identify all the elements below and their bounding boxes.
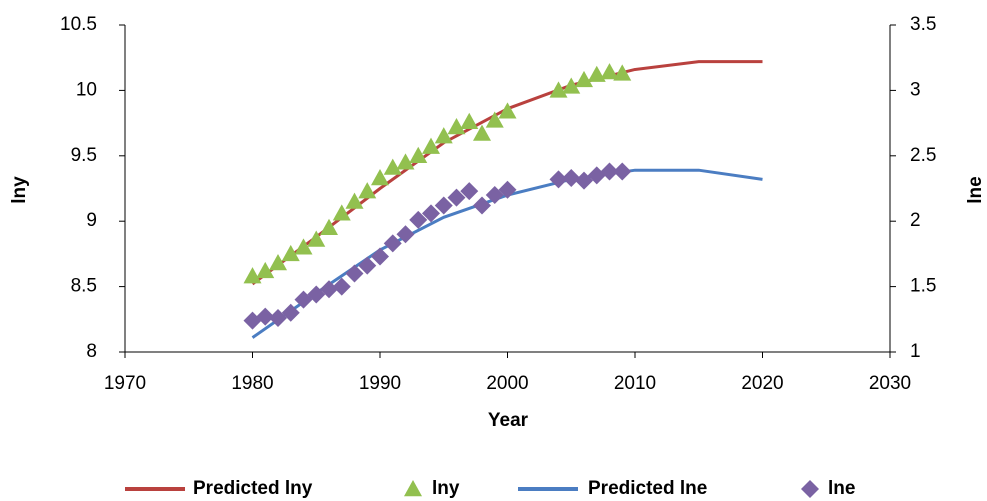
marker (587, 65, 606, 82)
x-tick-label: 2020 (741, 373, 783, 394)
marker (447, 118, 466, 135)
marker (396, 225, 415, 244)
marker (243, 267, 262, 284)
marker (332, 277, 351, 296)
y2-tick-label: 1 (910, 341, 921, 362)
marker (281, 303, 300, 322)
legend-key (801, 480, 819, 498)
marker (307, 230, 326, 247)
legend-label: Predicted lny (193, 478, 313, 499)
marker (409, 210, 428, 229)
marker (613, 64, 632, 81)
marker (371, 247, 389, 266)
marker (256, 261, 275, 279)
marker (409, 146, 428, 163)
marker (562, 77, 581, 94)
marker (473, 196, 491, 215)
marker (269, 254, 287, 271)
y2-tick-label: 3 (910, 79, 921, 100)
x-tick-label: 1980 (231, 373, 273, 394)
x-tick-label: 2030 (869, 373, 911, 394)
y2-tick-label: 1.5 (910, 276, 936, 297)
y-tick-label: 8.5 (71, 276, 97, 297)
x-tick-label: 1970 (104, 373, 146, 394)
marker (294, 238, 313, 255)
marker (345, 264, 364, 283)
marker (473, 124, 491, 141)
marker (422, 204, 440, 223)
legend-label: Predicted lne (588, 478, 707, 499)
marker (575, 70, 593, 88)
marker (498, 102, 517, 119)
legend-key (404, 480, 422, 497)
marker (358, 182, 377, 199)
marker (320, 218, 338, 235)
marker (600, 162, 619, 181)
marker (358, 256, 377, 275)
marker (422, 137, 440, 154)
y-tick-label: 10.5 (60, 14, 97, 35)
marker (600, 63, 619, 80)
marker (256, 307, 275, 326)
marker (345, 192, 364, 209)
y-tick-label: 10 (76, 79, 97, 100)
marker (281, 244, 300, 262)
marker (549, 170, 568, 189)
x-tick-label: 2000 (486, 373, 528, 394)
y-tick-label: 8 (86, 341, 97, 362)
marker (460, 182, 479, 201)
marker (371, 169, 389, 186)
marker (383, 158, 402, 175)
y-tick-label: 9.5 (71, 145, 97, 166)
y-tick-label: 9 (86, 210, 97, 231)
marker (320, 280, 338, 299)
legend-label: lny (432, 478, 460, 499)
y2-axis-label: lne (965, 176, 986, 203)
marker (332, 204, 351, 221)
y2-tick-label: 3.5 (910, 14, 936, 35)
marker (447, 188, 466, 207)
x-tick-label: 2010 (614, 373, 656, 394)
marker (562, 169, 581, 188)
marker (485, 111, 504, 128)
line-series (251, 60, 763, 286)
x-axis-label: Year (488, 410, 529, 431)
marker (383, 234, 402, 253)
marker (460, 112, 479, 129)
marker (434, 196, 453, 215)
x-tick-label: 1990 (359, 373, 401, 394)
marker (434, 127, 453, 144)
marker (613, 162, 632, 181)
y-axis-label: lny (9, 176, 30, 204)
legend-label: lne (828, 478, 855, 499)
marker (498, 180, 517, 199)
marker (396, 153, 415, 170)
y2-tick-label: 2 (910, 210, 921, 231)
y2-tick-label: 2.5 (910, 145, 936, 166)
